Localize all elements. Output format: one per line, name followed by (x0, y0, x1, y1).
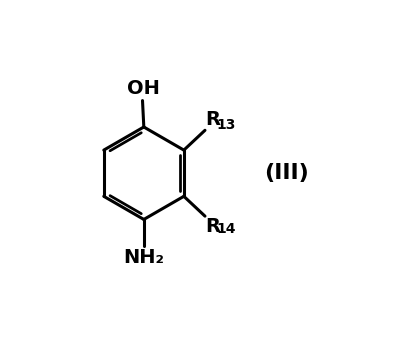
Text: 14: 14 (217, 222, 236, 236)
Text: (III): (III) (264, 163, 309, 183)
Text: 13: 13 (217, 118, 236, 132)
Text: OH: OH (127, 80, 160, 98)
Text: R: R (206, 217, 221, 236)
Text: R: R (206, 110, 221, 129)
Text: NH₂: NH₂ (123, 248, 164, 267)
